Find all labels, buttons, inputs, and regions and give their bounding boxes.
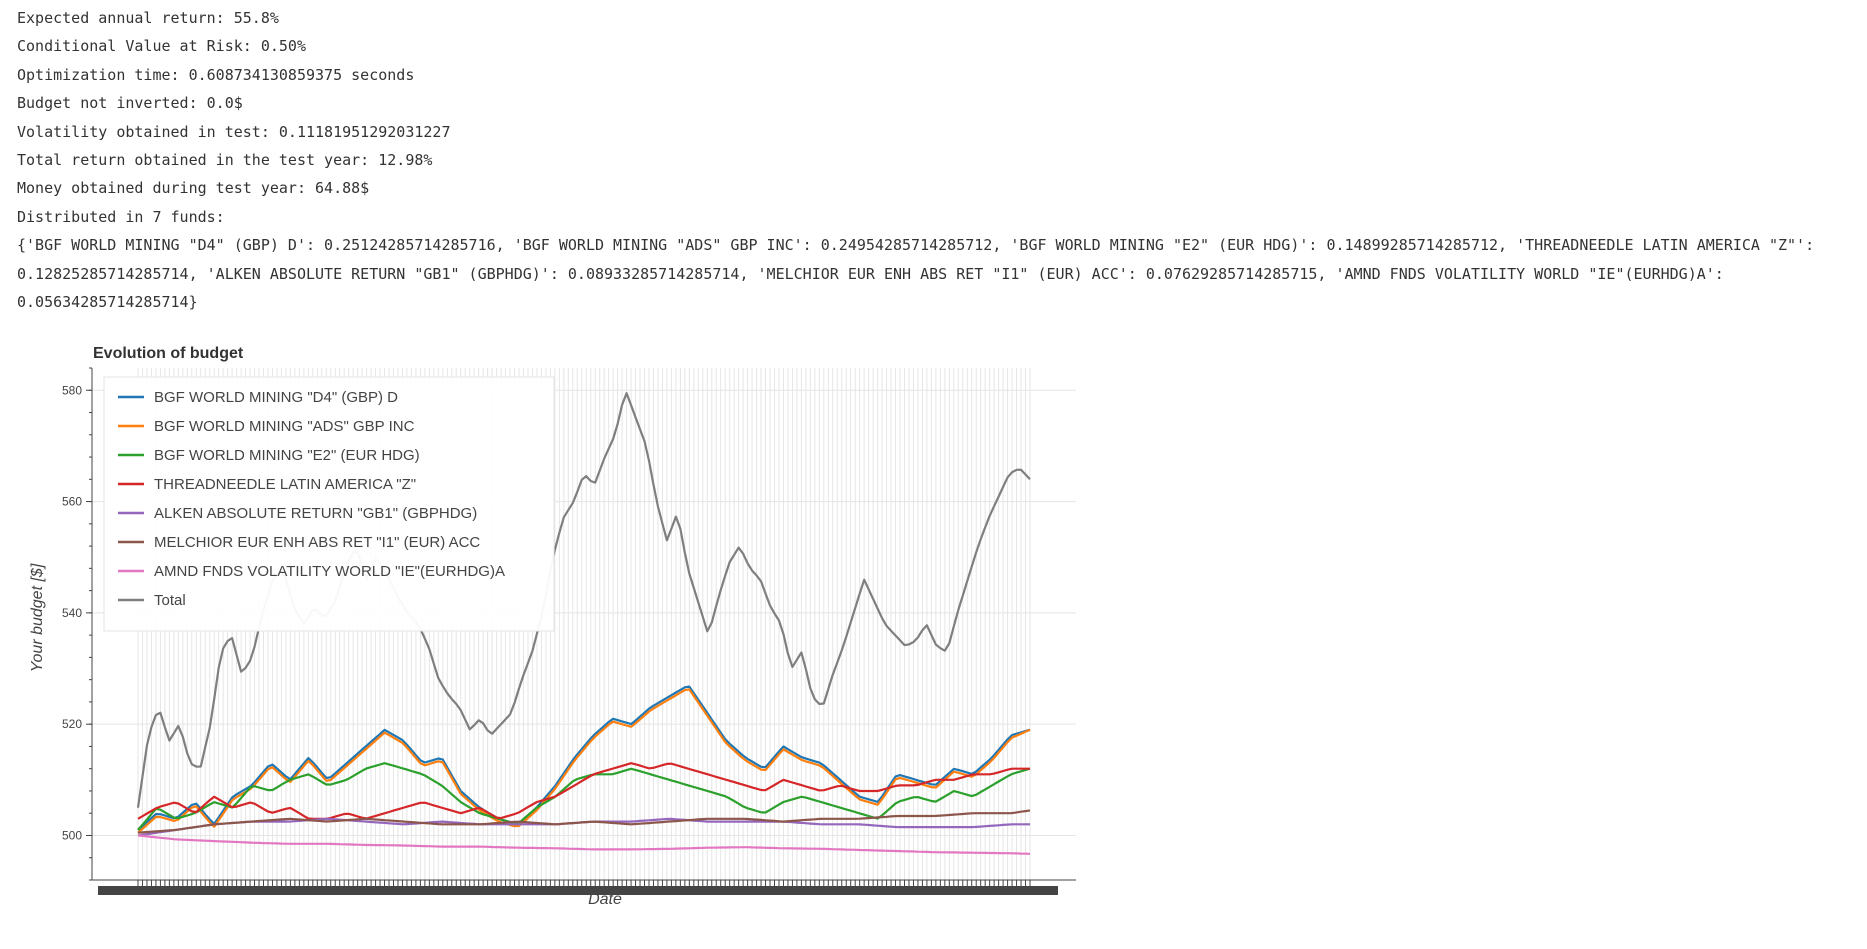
console-output: Expected annual return: 55.8% Conditional…: [17, 4, 1867, 316]
series-line: [137, 809, 1031, 834]
y-tick-label: 560: [62, 495, 82, 509]
y-tick-label: 520: [62, 717, 82, 731]
legend-label: BGF WORLD MINING "E2" (EUR HDG): [154, 447, 420, 464]
output-line: Total return obtained in the test year: …: [17, 151, 433, 170]
y-tick-label: 540: [62, 606, 82, 620]
y-tick-label: 500: [62, 828, 82, 842]
series-line: [137, 762, 1031, 831]
chart-legend: BGF WORLD MINING "D4" (GBP) D BGF WORLD M…: [103, 376, 555, 632]
legend-box: [103, 376, 555, 632]
legend-label: Total: [154, 592, 186, 609]
output-line: 0.05634285714285714}: [17, 293, 198, 312]
output-line: Money obtained during test year: 64.88$: [17, 179, 370, 198]
series-line: [137, 688, 1031, 834]
output-line: Distributed in 7 funds:: [17, 207, 225, 226]
chart-axes: 500 520 540 560 580: [62, 367, 1076, 895]
y-tick-label: 580: [62, 383, 82, 397]
legend-label: AMND FNDS VOLATILITY WORLD "IE"(EURHDG)A: [154, 563, 505, 580]
output-line: Budget not inverted: 0.0$: [17, 94, 243, 113]
chart-figure: Evolution of budget 500 520 540 560 580 BGF …: [0, 330, 1145, 944]
legend-label: THREADNEEDLE LATIN AMERICA "Z": [154, 476, 416, 493]
output-line: 0.12825285714285714, 'ALKEN ABSOLUTE RET…: [17, 264, 1724, 283]
legend-label: BGF WORLD MINING "D4" (GBP) D: [154, 389, 398, 406]
output-line: Expected annual return: 55.8%: [17, 9, 279, 27]
output-line: Volatility obtained in test: 0.111819512…: [17, 122, 451, 141]
series-line: [137, 762, 1030, 820]
chart-title: Evolution of budget: [93, 345, 244, 362]
line-chart: Evolution of budget 500 520 540 560 580 BGF …: [29, 345, 1145, 908]
output-line: Conditional Value at Risk: 0.50%: [17, 37, 306, 56]
y-axis-label: Your budget [$]: [29, 563, 46, 672]
legend-label: BGF WORLD MINING "ADS" GBP INC: [154, 418, 415, 435]
legend-label: ALKEN ABSOLUTE RETURN "GB1" (GBPHDG): [154, 505, 477, 522]
x-tick-labels-band: [98, 886, 1058, 895]
x-axis-label: Date: [588, 891, 622, 908]
series-line: [137, 685, 1031, 831]
series-line: [137, 834, 1031, 855]
output-line: {'BGF WORLD MINING "D4" (GBP) D': 0.2512…: [17, 236, 1815, 255]
legend-label: MELCHIOR EUR ENH ABS RET "I1" (EUR) ACC: [154, 534, 480, 551]
output-line: Optimization time: 0.608734130859375 sec…: [17, 65, 415, 84]
